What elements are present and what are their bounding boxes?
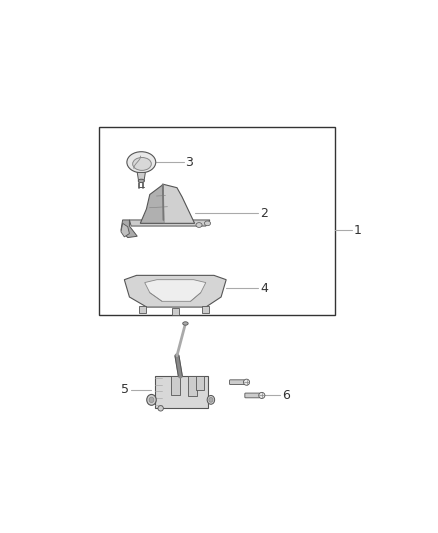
Text: 1: 1 xyxy=(354,224,362,237)
Ellipse shape xyxy=(244,379,250,385)
Ellipse shape xyxy=(133,157,151,171)
Text: 3: 3 xyxy=(185,156,193,169)
Ellipse shape xyxy=(209,398,213,402)
Polygon shape xyxy=(121,223,130,237)
Text: 2: 2 xyxy=(261,207,268,220)
Ellipse shape xyxy=(205,221,211,225)
Bar xyxy=(202,306,209,313)
Text: 4: 4 xyxy=(261,282,268,295)
Ellipse shape xyxy=(127,152,156,173)
Ellipse shape xyxy=(207,395,215,404)
Polygon shape xyxy=(140,184,163,223)
Polygon shape xyxy=(130,220,210,226)
Bar xyxy=(139,306,146,313)
Bar xyxy=(99,127,335,315)
Bar xyxy=(196,376,205,390)
Ellipse shape xyxy=(259,392,265,399)
FancyBboxPatch shape xyxy=(230,380,244,385)
FancyBboxPatch shape xyxy=(155,376,208,408)
Bar xyxy=(171,376,180,395)
Polygon shape xyxy=(121,220,137,238)
Ellipse shape xyxy=(147,394,156,405)
Polygon shape xyxy=(137,172,145,181)
Bar xyxy=(172,308,179,316)
Text: 6: 6 xyxy=(282,389,290,402)
Bar xyxy=(188,376,197,397)
Polygon shape xyxy=(145,280,206,301)
Polygon shape xyxy=(163,184,194,223)
Polygon shape xyxy=(124,276,226,307)
Ellipse shape xyxy=(149,397,154,402)
Ellipse shape xyxy=(158,406,163,411)
Text: 5: 5 xyxy=(121,383,129,396)
Ellipse shape xyxy=(138,179,145,183)
Ellipse shape xyxy=(183,322,188,325)
FancyBboxPatch shape xyxy=(245,393,260,398)
Ellipse shape xyxy=(196,223,202,228)
